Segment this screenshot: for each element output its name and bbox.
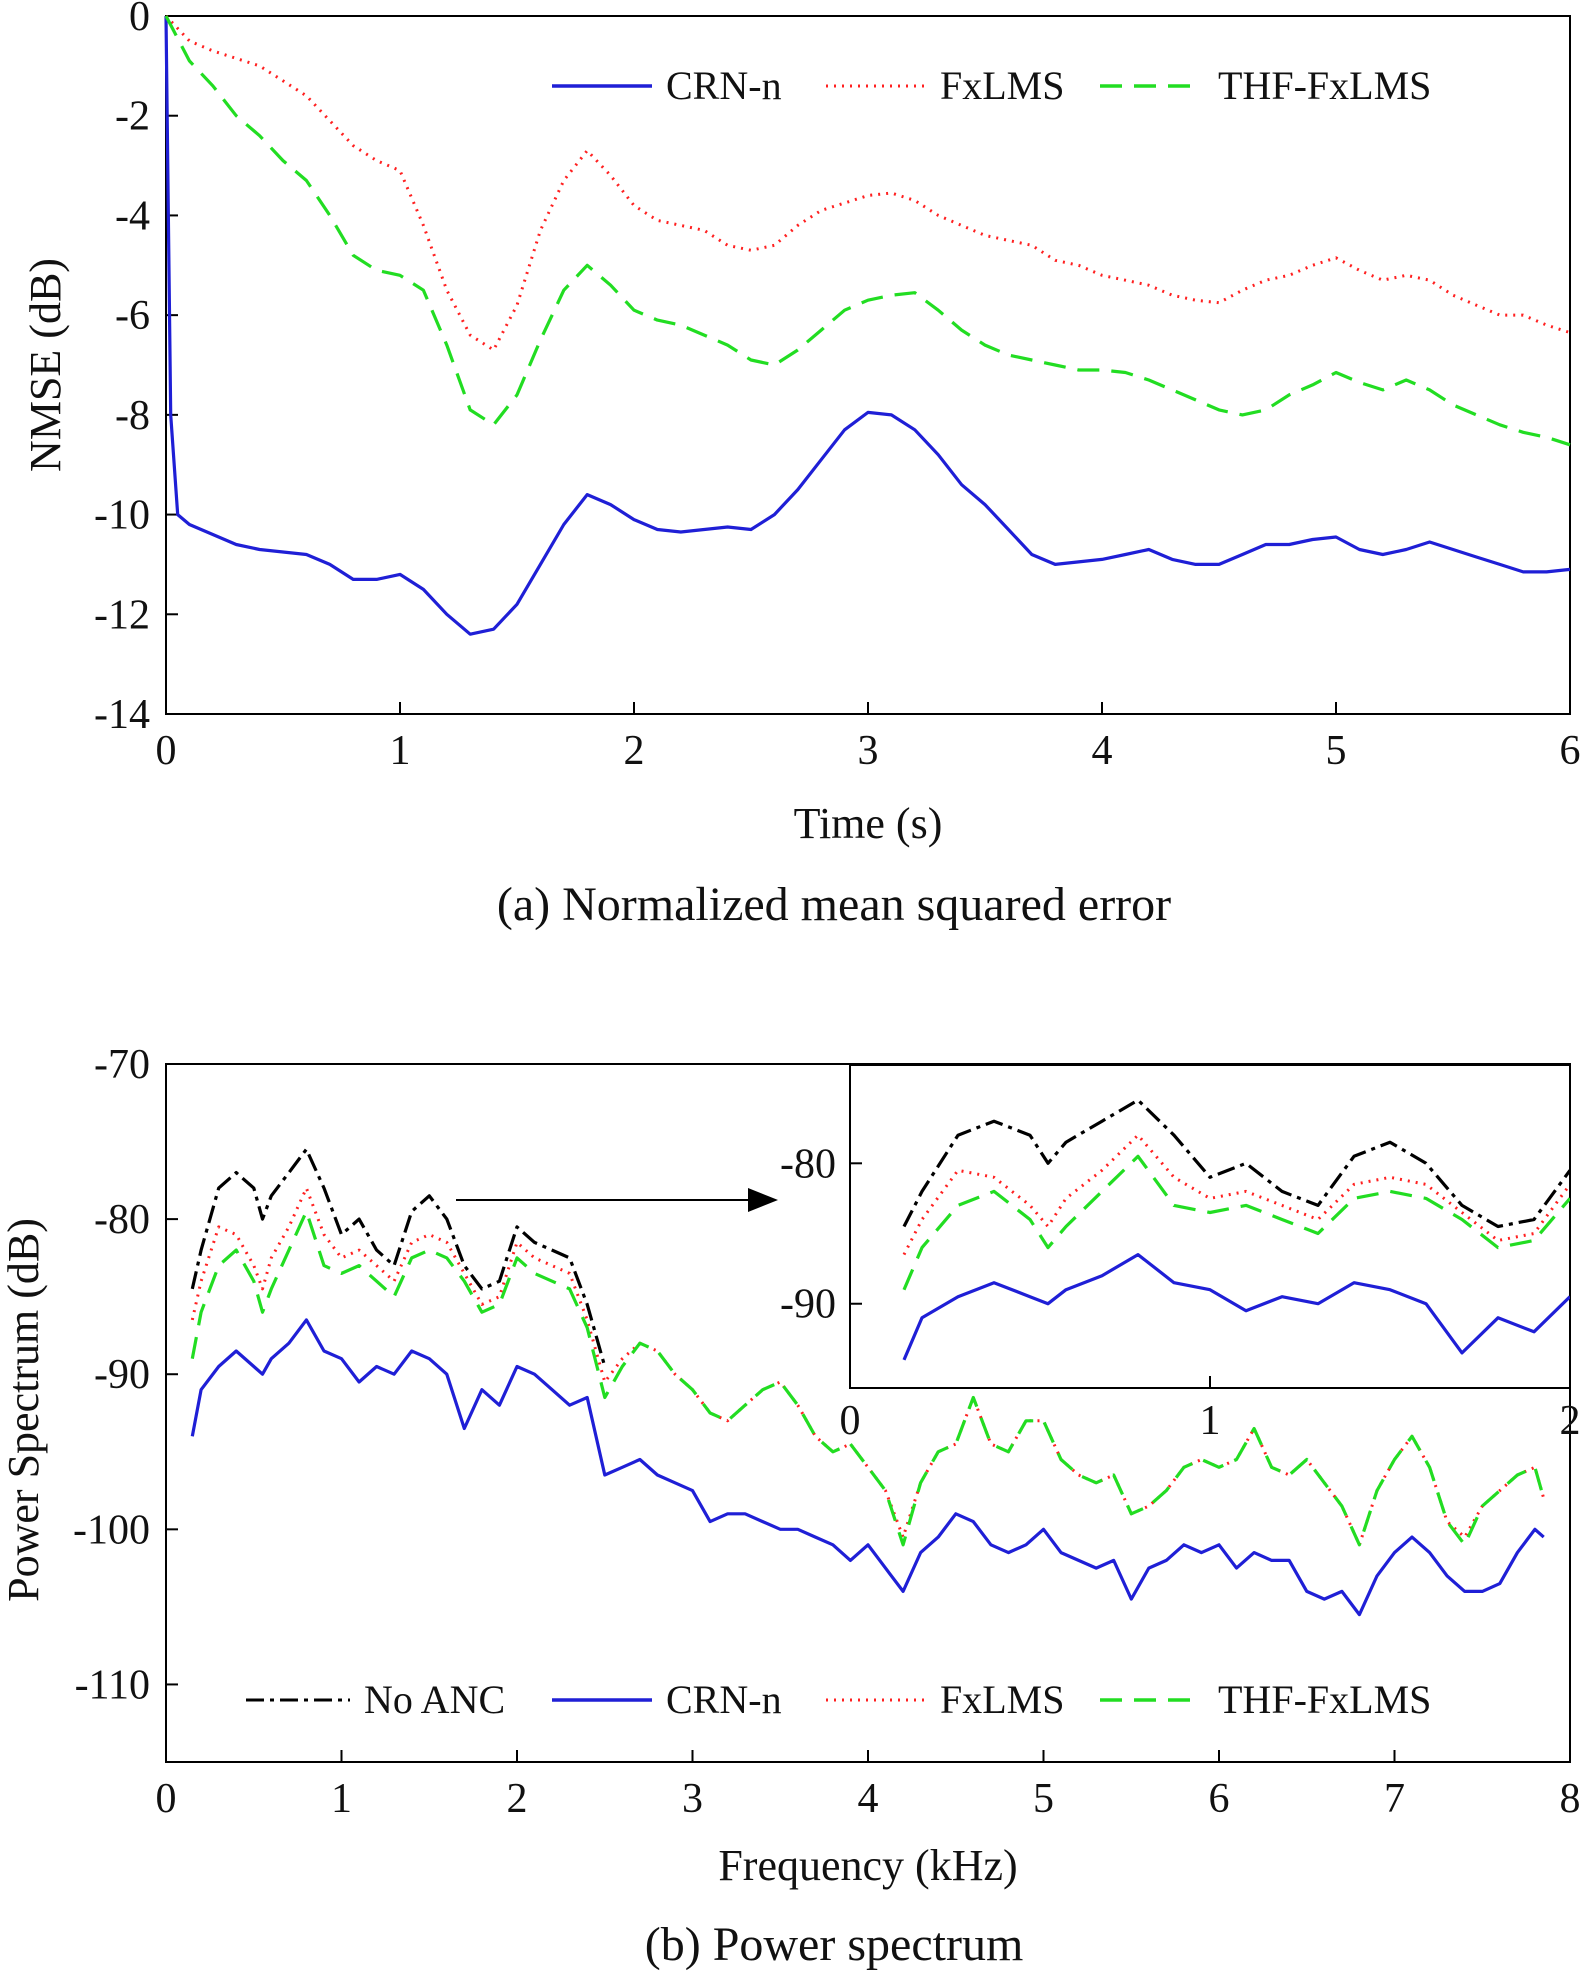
spectrum-legend: No ANC CRN-n FxLMS THF-FxLMS [246,1677,1431,1722]
nmse-x-tick-label: 2 [624,728,645,774]
inset-series-thf-fxlms [902,1154,1570,1291]
legend-crn-n-label: CRN-n [666,63,782,108]
nmse-y-tick-label: 0 [129,0,150,40]
spectrum-x-tick-label: 5 [1033,1776,1054,1822]
spectrum-x-axis-label: Frequency (kHz) [718,1841,1017,1890]
nmse-plot-frame [165,15,1571,715]
nmse-series-crn-n [164,15,1571,636]
nmse-x-tick-label: 5 [1326,728,1347,774]
zoom-arrow [456,1188,778,1212]
power-spectrum-chart: 0 1 2 3 4 5 6 7 8 -70 -80 -90 -100 -110 0 1 2 -80 -90 Fre… [0,1042,1581,1971]
legend-crn-n-label: CRN-n [666,1677,782,1722]
nmse-chart: 0 1 2 3 4 5 6 0 -2 -4 -6 -8 -10 -12 -14 Time (s) NMSE … [21,0,1581,931]
legend-no-anc-label: No ANC [364,1677,505,1722]
spectrum-x-tick-label: 3 [682,1776,703,1822]
nmse-x-tick-label: 6 [1560,728,1581,774]
legend-thf-fxlms-label: THF-FxLMS [1218,1677,1431,1722]
spectrum-series-crn-n [190,1318,1545,1617]
inset-y-tick-label: -90 [780,1282,836,1328]
inset-x-tick-label: 0 [840,1398,861,1444]
spectrum-y-tick-label: -100 [73,1507,150,1553]
legend-thf-fxlms-label: THF-FxLMS [1218,63,1431,108]
inset-series-fxlms [902,1133,1570,1256]
inset-y-tick-label: -80 [780,1141,836,1187]
nmse-x-tick-label: 1 [390,728,411,774]
legend-fxlms-label: FxLMS [940,1677,1065,1722]
spectrum-x-tick-label: 1 [331,1776,352,1822]
nmse-y-axis-label: NMSE (dB) [21,258,70,472]
legend-fxlms-label: FxLMS [940,63,1065,108]
nmse-y-tick-label: -2 [115,94,150,140]
nmse-legend: CRN-n FxLMS THF-FxLMS [552,63,1431,108]
spectrum-y-tick-label: -90 [94,1352,150,1398]
spectrum-x-tick-label: 7 [1384,1776,1405,1822]
spectrum-x-tick-label: 6 [1209,1776,1230,1822]
inset-x-tick-label: 1 [1200,1398,1221,1444]
nmse-series-fxlms [164,14,1571,352]
nmse-x-tick-label: 4 [1092,728,1113,774]
nmse-y-tick-label: -12 [94,592,150,638]
nmse-y-tick-label: -10 [94,493,150,539]
inset-x-tick-label: 2 [1560,1398,1581,1444]
spectrum-x-tick-label: 8 [1560,1776,1581,1822]
nmse-x-axis-label: Time (s) [794,799,943,848]
spectrum-series-thf-fxlms [190,1209,1546,1547]
inset-series-crn-n [902,1252,1570,1361]
spectrum-x-tick-label: 2 [507,1776,528,1822]
nmse-y-tick-label: -8 [115,393,150,439]
inset-series-no-anc [902,1098,1570,1229]
spectrum-y-tick-label: -110 [75,1662,150,1708]
spectrum-caption: (b) Power spectrum [645,1918,1024,1971]
spectrum-y-tick-label: -70 [94,1042,150,1088]
spectrum-y-axis-label: Power Spectrum (dB) [0,1218,48,1602]
nmse-series-thf-fxlms [164,15,1571,447]
spectrum-x-tick-label: 0 [156,1776,177,1822]
spectrum-inset-frame [849,1064,1571,1389]
spectrum-x-tick-label: 4 [858,1776,879,1822]
nmse-x-tick-label: 3 [858,728,879,774]
nmse-y-tick-label: -6 [115,293,150,339]
spectrum-y-tick-label: -80 [94,1197,150,1243]
nmse-x-tick-label: 0 [156,728,177,774]
nmse-y-tick-label: -14 [94,692,150,738]
spectrum-series-no-anc [190,1147,607,1367]
nmse-y-tick-label: -4 [115,193,150,239]
nmse-caption: (a) Normalized mean squared error [497,878,1171,931]
